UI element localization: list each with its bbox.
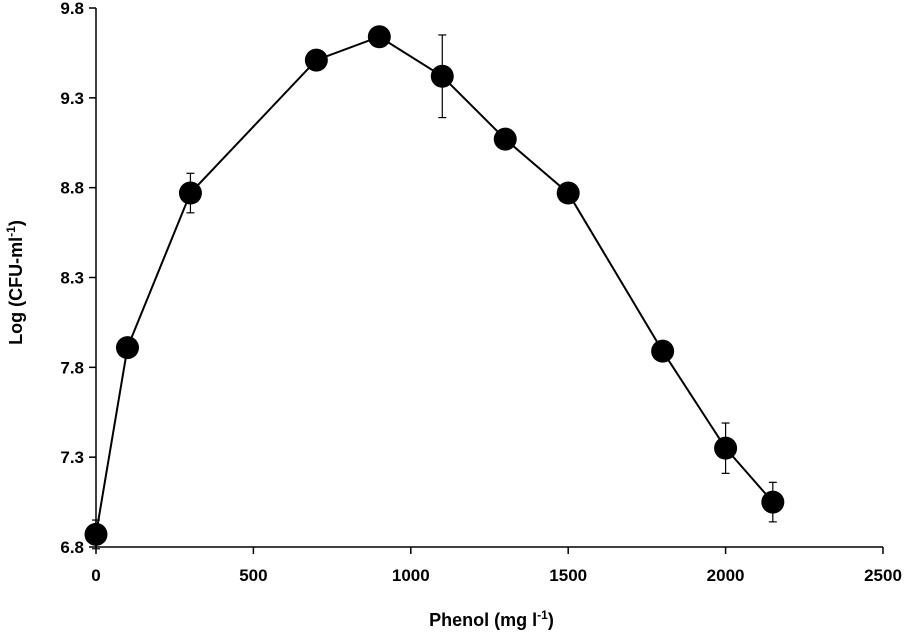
x-ticks: 0 500 1000 1500 2000 2500	[91, 547, 902, 585]
y-tick-label: 7.3	[60, 448, 84, 467]
x-tick-label: 2000	[707, 566, 745, 585]
x-tick-label: 2500	[864, 566, 902, 585]
data-point	[761, 490, 785, 514]
y-tick-label: 8.3	[60, 269, 84, 288]
data-point	[556, 181, 580, 205]
x-tick-label: 1000	[392, 566, 430, 585]
data-point	[714, 436, 738, 460]
y-tick-label: 9.3	[60, 89, 84, 108]
x-axis-title-main: Phenol (mg l	[429, 610, 537, 630]
x-tick-label: 1500	[549, 566, 587, 585]
data-points	[84, 25, 785, 546]
x-axis-title: Phenol (mg l-1)	[429, 608, 554, 630]
plot-area	[84, 25, 785, 550]
y-axis-title-main: Log (CFU-ml	[6, 237, 26, 345]
y-axis-title-sup: -1	[4, 226, 18, 237]
data-point	[115, 336, 139, 360]
axes: 6.8 7.3 7.8 8.3 8.8 9.3 9.8 0 500 1000 1500 2000 25…	[60, 0, 902, 585]
x-axis-title-sup: -1	[537, 608, 548, 622]
y-tick-label: 7.8	[60, 358, 84, 377]
y-ticks: 6.8 7.3 7.8 8.3 8.8 9.3 9.8	[60, 0, 96, 557]
data-point	[493, 127, 517, 151]
x-tick-label: 0	[91, 566, 100, 585]
y-axis-title-close: )	[6, 220, 26, 226]
data-point	[651, 339, 675, 363]
data-point	[84, 522, 108, 546]
x-tick-label: 500	[239, 566, 267, 585]
y-axis-title: Log (CFU-ml-1)	[4, 220, 26, 345]
y-tick-label: 8.8	[60, 179, 84, 198]
data-point	[367, 25, 391, 49]
y-tick-label: 6.8	[60, 538, 84, 557]
data-point	[304, 48, 328, 72]
error-bars	[92, 34, 777, 550]
y-tick-label: 9.8	[60, 0, 84, 18]
data-point	[430, 64, 454, 88]
series-line	[95, 35, 774, 535]
x-axis-title-close: )	[548, 610, 554, 630]
data-point	[178, 181, 202, 205]
